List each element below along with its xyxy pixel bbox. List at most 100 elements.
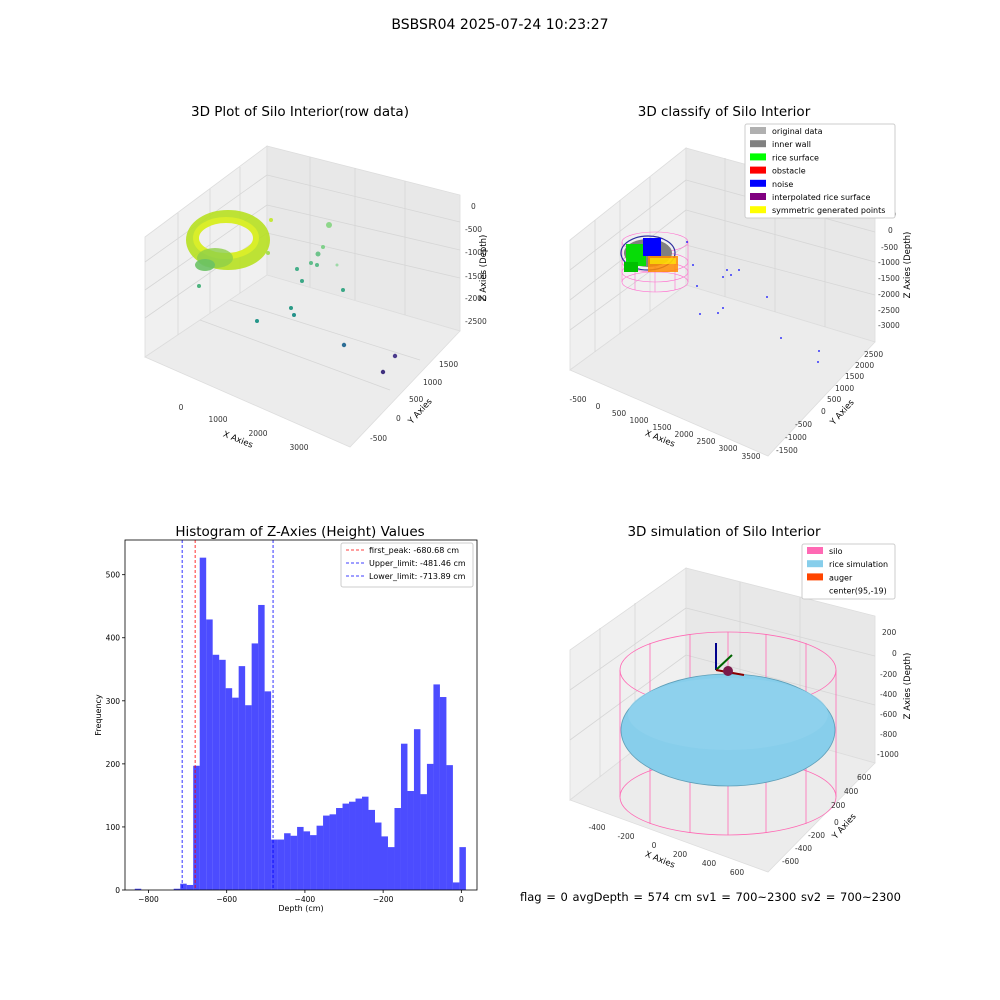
classify-ztick: 0 xyxy=(888,226,893,235)
legend-label: symmetric generated points xyxy=(772,206,885,215)
classify-xtick: 500 xyxy=(612,409,627,418)
raw-ztick: -1000 xyxy=(465,248,487,257)
classify-ytick: 0 xyxy=(821,407,826,416)
raw-ytick: 1000 xyxy=(423,378,442,387)
classify-ztick: -1000 xyxy=(878,258,900,267)
raw-xtick: 1000 xyxy=(208,415,227,424)
sim-xlabel: X Axies xyxy=(643,850,676,871)
histogram-bar xyxy=(439,697,447,890)
histogram-bar xyxy=(446,765,453,890)
classify-ytick: 500 xyxy=(827,395,842,404)
classify-legend: original data inner wall rice surface obsta… xyxy=(744,123,896,219)
raw-xtick: 2000 xyxy=(248,429,267,438)
histogram-bar xyxy=(232,697,239,890)
classify-point-classes xyxy=(620,235,820,363)
raw-ytick: -500 xyxy=(370,434,387,443)
legend-swatch xyxy=(807,573,823,581)
legend-label: center(95,-19) xyxy=(829,587,887,596)
histogram-xlabel: Depth (cm) xyxy=(278,904,323,913)
histogram-bar xyxy=(277,839,285,890)
histogram-bar xyxy=(251,643,259,890)
sim-ztick: 0 xyxy=(892,649,897,658)
histogram-ytick-label: 300 xyxy=(106,697,121,706)
legend-label: auger xyxy=(829,573,853,582)
histogram-bar xyxy=(310,835,317,890)
raw-3d-plot: 0 1000 2000 3000 -500 0 500 1000 1500 0 … xyxy=(144,145,489,452)
sim-ytick: 600 xyxy=(857,773,872,782)
histogram-bar xyxy=(284,833,291,890)
classify-ytick: 1500 xyxy=(845,372,864,381)
raw-ytick: 1500 xyxy=(439,360,458,369)
histogram-bar xyxy=(180,883,187,890)
raw-ztick: 0 xyxy=(471,202,476,211)
classify-ytick: 2500 xyxy=(864,350,883,359)
histogram-bar xyxy=(394,808,401,890)
histogram-bar xyxy=(258,604,265,890)
histogram-bar xyxy=(199,557,207,890)
histogram-bar xyxy=(433,684,440,890)
sim-ytick: 200 xyxy=(831,801,846,810)
histogram-title: Histogram of Z-Axies (Height) Values xyxy=(175,524,425,540)
classify-ztick: -3000 xyxy=(878,321,900,330)
histogram-legend: first_peak: -680.68 cm Upper_limit: -481.… xyxy=(340,542,474,588)
histogram-bar xyxy=(342,803,350,890)
histogram-bar xyxy=(134,888,142,890)
histogram-bar xyxy=(297,826,304,890)
classify-xtick: 2500 xyxy=(696,437,715,446)
histogram-xtick-label: 0 xyxy=(459,895,464,904)
histogram-bar xyxy=(173,888,181,890)
histogram-bar xyxy=(420,794,427,890)
histogram-bar xyxy=(400,743,408,890)
histogram-legend-label: Lower_limit: -713.89 cm xyxy=(369,572,466,581)
classify-plot-title: 3D classify of Silo Interior xyxy=(637,104,811,120)
histogram-bar xyxy=(374,822,382,890)
classify-ztick: -2000 xyxy=(878,290,900,299)
legend-swatch xyxy=(750,140,766,148)
histogram-legend-label: first_peak: -680.68 cm xyxy=(369,546,459,555)
histogram-xtick-label: −600 xyxy=(216,895,237,904)
histogram-ytick-label: 400 xyxy=(106,634,121,643)
classify-ytick: -1000 xyxy=(785,433,807,442)
histogram-axes-frame xyxy=(124,539,478,891)
raw-point-cloud xyxy=(186,210,398,375)
histogram-xtick-label: −200 xyxy=(373,895,394,904)
legend-label: rice simulation xyxy=(829,560,888,569)
histogram-ylabel: Frequency xyxy=(94,694,103,736)
sim-ytick: 0 xyxy=(834,818,839,827)
legend-swatch xyxy=(807,560,823,568)
histogram-bar xyxy=(452,882,460,890)
legend-swatch xyxy=(750,179,766,187)
classify-floor-pane xyxy=(569,284,876,457)
raw-floor-pane xyxy=(144,274,461,448)
classify-xtick: 3000 xyxy=(718,444,737,453)
classify-ytick: 2000 xyxy=(855,361,874,370)
sim-ytick: -200 xyxy=(808,831,825,840)
classify-3d-plot: -500 0 500 1000 1500 2000 2500 3000 3500… xyxy=(569,123,913,461)
raw-ztick: -2000 xyxy=(465,294,487,303)
classify-xtick: -500 xyxy=(569,395,586,404)
histogram-legend-label: Upper_limit: -481.46 cm xyxy=(369,559,466,568)
legend-label: rice surface xyxy=(772,153,819,162)
histogram-bar xyxy=(329,814,337,890)
classify-xtick: 3500 xyxy=(741,452,760,461)
classify-xtick: 0 xyxy=(596,402,601,411)
raw-xtick: 3000 xyxy=(289,443,308,452)
histogram-ytick-label: 100 xyxy=(106,823,121,832)
figure-title: BSBSR04 2025-07-24 10:23:27 xyxy=(391,17,609,33)
sim-xtick: -400 xyxy=(588,823,605,832)
histogram-chart: −800 −600 −400 −200 0 0 100 200 300 400 500 Depth… xyxy=(94,539,478,913)
sim-xtick: -200 xyxy=(617,832,634,841)
classify-ztick: -1500 xyxy=(878,274,900,283)
sim-ztick: -400 xyxy=(880,690,897,699)
legend-swatch xyxy=(807,547,823,554)
legend-swatch xyxy=(750,166,766,174)
histogram-bar xyxy=(206,619,213,890)
classify-ytick: -500 xyxy=(795,420,812,429)
sim-ztick: -800 xyxy=(880,730,897,739)
classify-ztick: -2500 xyxy=(878,306,900,315)
histogram-bar xyxy=(407,790,414,890)
histogram-bar xyxy=(368,809,375,890)
classify-xtick: 1500 xyxy=(652,423,671,432)
histogram-bar xyxy=(186,884,194,890)
raw-plot-title: 3D Plot of Silo Interior(row data) xyxy=(191,104,409,120)
